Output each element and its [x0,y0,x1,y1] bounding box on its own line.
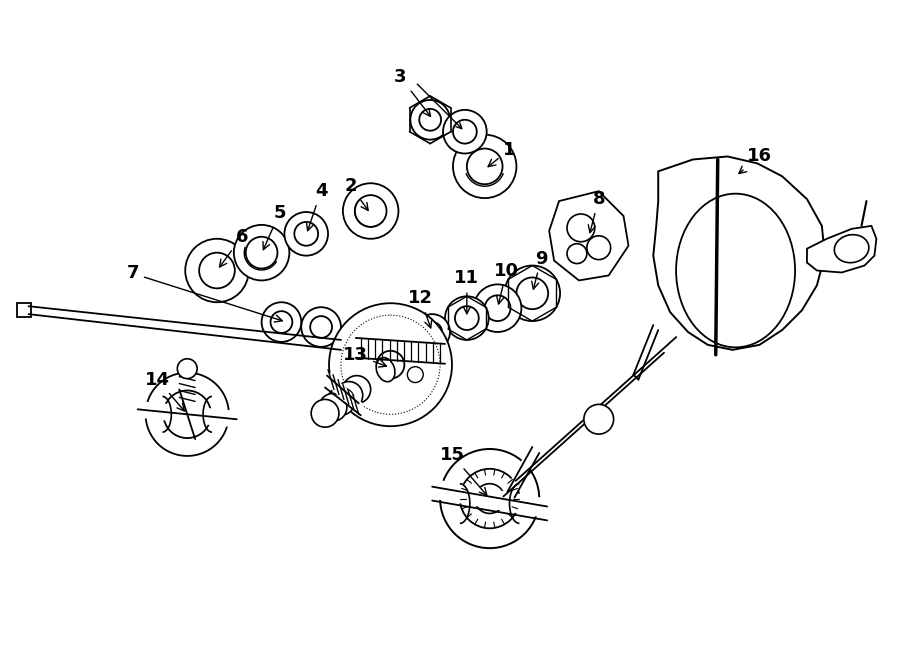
Circle shape [473,284,521,332]
Circle shape [567,214,595,242]
Circle shape [329,303,452,426]
Ellipse shape [376,358,395,381]
Circle shape [517,278,548,309]
Circle shape [467,149,502,184]
Circle shape [311,399,339,427]
Circle shape [284,212,328,256]
Circle shape [445,296,489,340]
Ellipse shape [676,194,795,348]
Text: 16: 16 [739,147,772,174]
Circle shape [455,306,479,330]
Polygon shape [549,191,628,280]
Circle shape [310,316,332,338]
Text: 2: 2 [345,177,368,210]
Text: 8: 8 [589,190,605,233]
Circle shape [262,302,302,342]
Polygon shape [17,303,31,317]
Circle shape [246,237,277,268]
Text: 6: 6 [220,228,248,267]
Circle shape [343,183,399,239]
Circle shape [587,236,610,260]
Circle shape [320,393,346,421]
Circle shape [567,244,587,264]
Text: 7: 7 [126,264,283,322]
Circle shape [584,405,614,434]
Circle shape [440,449,539,548]
Text: 3: 3 [394,68,430,116]
Text: 12: 12 [408,290,433,328]
Circle shape [327,387,355,415]
Circle shape [335,381,363,409]
Circle shape [376,351,404,379]
Circle shape [485,295,510,321]
Circle shape [414,314,450,350]
Circle shape [271,311,292,333]
Circle shape [408,367,423,383]
Circle shape [234,225,290,280]
Circle shape [475,484,505,514]
Circle shape [422,322,442,342]
Text: 13: 13 [343,346,386,367]
Text: 1: 1 [488,141,516,167]
Text: 4: 4 [307,182,328,231]
Circle shape [453,135,517,198]
Circle shape [146,373,229,456]
Circle shape [453,120,477,143]
Circle shape [294,222,318,246]
Text: 5: 5 [263,204,285,250]
Text: 11: 11 [454,270,480,314]
Circle shape [177,359,197,379]
Circle shape [419,109,441,131]
Circle shape [185,239,248,302]
Circle shape [443,110,487,153]
Text: 10: 10 [494,262,519,304]
Circle shape [460,469,519,528]
Circle shape [410,100,450,139]
Text: 14: 14 [145,371,184,411]
Circle shape [302,307,341,347]
Circle shape [343,375,371,403]
Circle shape [505,266,560,321]
Polygon shape [807,226,877,272]
Text: 15: 15 [439,446,487,495]
Polygon shape [653,157,824,350]
Circle shape [164,391,211,438]
Circle shape [355,195,386,227]
Text: 9: 9 [532,250,547,289]
Circle shape [199,253,235,288]
Ellipse shape [834,235,868,262]
